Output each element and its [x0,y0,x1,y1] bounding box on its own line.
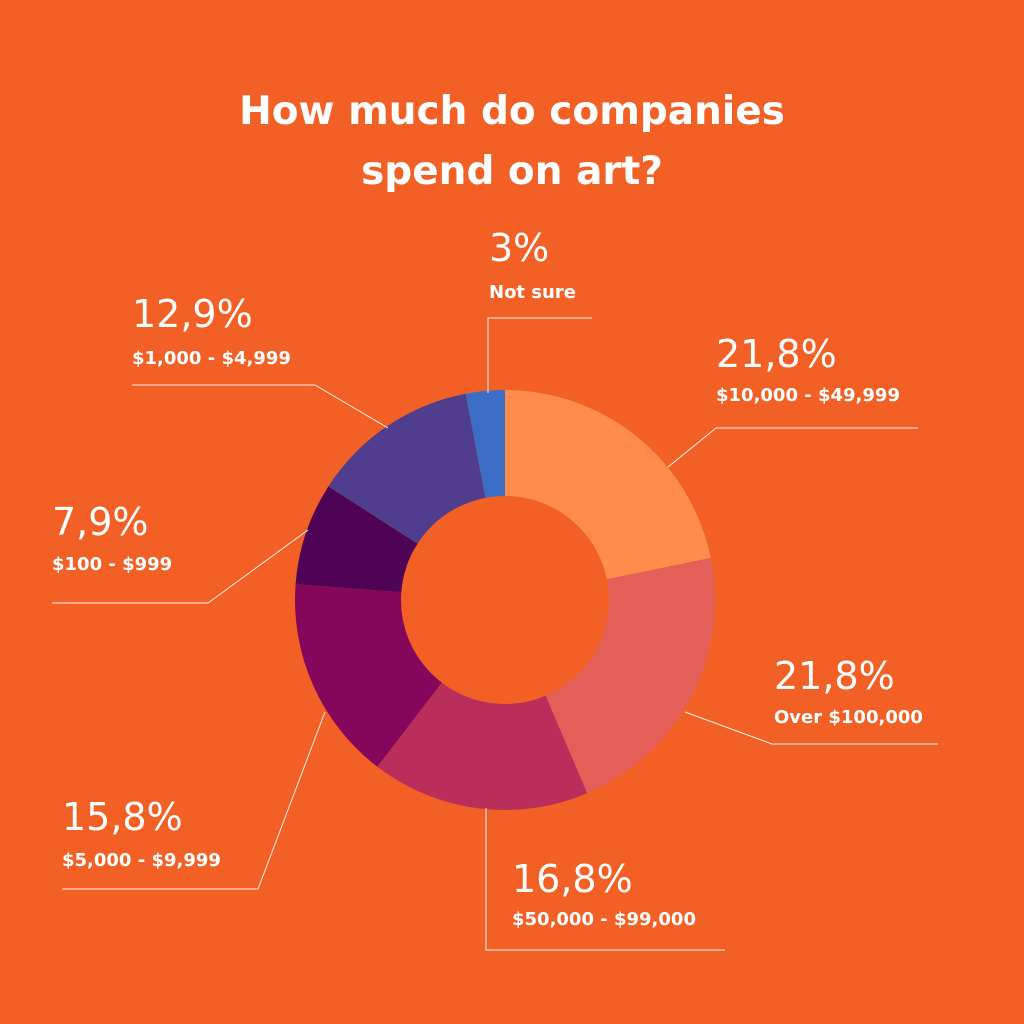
slice-value-label: 3% [489,226,549,270]
leader-line [487,317,592,393]
slice-category-label: $10,000 - $49,999 [716,385,900,406]
slice-category-label: Not sure [489,282,576,303]
leader-line [132,384,389,429]
slice-category-label: $5,000 - $9,999 [62,850,221,871]
donut-slice [377,682,588,811]
chart-title: How much do companies spend on art? [0,82,1024,202]
donut-slice [505,390,711,580]
slice-value-label: 21,8% [774,654,895,698]
slice-value-label: 12,9% [132,292,253,336]
leader-line [684,711,938,745]
donut-slices [295,390,715,811]
donut-slice [328,393,486,544]
donut-slice [295,486,418,593]
chart-title-line-2: spend on art? [361,149,663,194]
chart-title-line-1: How much do companies [239,89,785,134]
leader-line [62,711,326,890]
leader-line [667,427,918,468]
slice-value-label: 21,8% [716,332,837,376]
slice-category-label: $1,000 - $4,999 [132,348,291,369]
leader-line [52,529,309,604]
donut-slice [545,558,715,794]
slice-category-label: $50,000 - $99,000 [512,909,696,930]
slice-value-label: 15,8% [62,795,183,839]
slice-value-label: 16,8% [512,857,633,901]
slice-category-label: $100 - $999 [52,554,172,575]
leader-line [485,808,725,951]
leader-lines [52,317,938,951]
donut-slice [465,390,505,498]
slice-value-label: 7,9% [52,500,149,544]
donut-slice [295,584,442,767]
slice-category-label: Over $100,000 [774,707,923,728]
